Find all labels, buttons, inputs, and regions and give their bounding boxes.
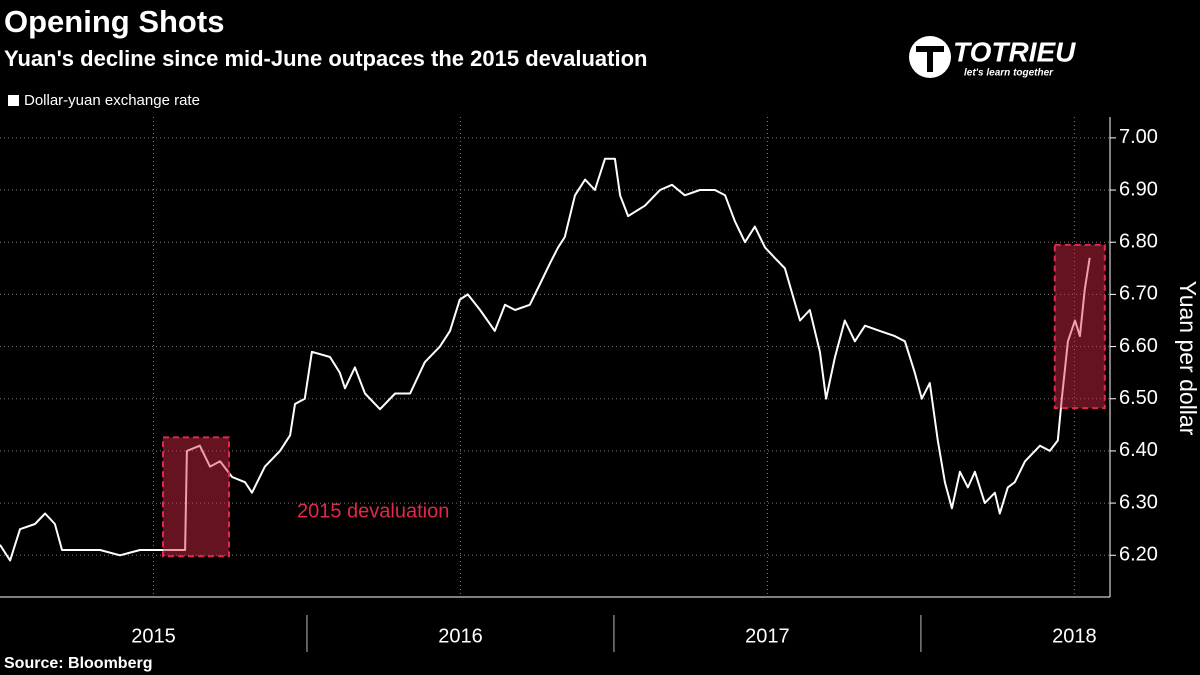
highlight-box: [162, 436, 230, 558]
y-tick-label: 6.50: [1119, 387, 1158, 409]
legend-label: Dollar-yuan exchange rate: [24, 92, 200, 109]
logo-name: TOTRIEU: [953, 36, 1076, 67]
y-tick-label: 6.20: [1119, 544, 1158, 566]
chart-subtitle: Yuan's decline since mid-June outpaces t…: [4, 46, 647, 71]
legend-swatch: [8, 95, 19, 106]
y-tick-label: 6.70: [1119, 283, 1158, 305]
y-tick-label: 6.80: [1119, 230, 1158, 252]
y-axis-label: Yuan per dollar: [1175, 281, 1200, 436]
y-tick-label: 7.00: [1119, 126, 1158, 148]
y-tick-label: 6.40: [1119, 439, 1158, 461]
y-tick-label: 6.90: [1119, 178, 1158, 200]
highlight-box: [1053, 243, 1106, 410]
source: Source: Bloomberg: [4, 655, 152, 672]
x-tick-label: 2017: [745, 625, 790, 647]
annotation: 2015 devaluation: [297, 501, 449, 523]
line-series: [0, 157, 1091, 562]
x-tick-label: 2015: [131, 625, 176, 647]
logo-tagline: let's learn together: [964, 68, 1054, 79]
y-tick-label: 6.30: [1119, 491, 1158, 513]
x-tick-label: 2018: [1052, 625, 1097, 647]
logo-icon-t: [916, 46, 944, 72]
x-tick-label: 2016: [438, 625, 483, 647]
logo: TOTRIEU let's learn together: [909, 36, 1076, 79]
chart-title: Opening Shots: [4, 4, 224, 39]
y-tick-label: 6.60: [1119, 335, 1158, 357]
